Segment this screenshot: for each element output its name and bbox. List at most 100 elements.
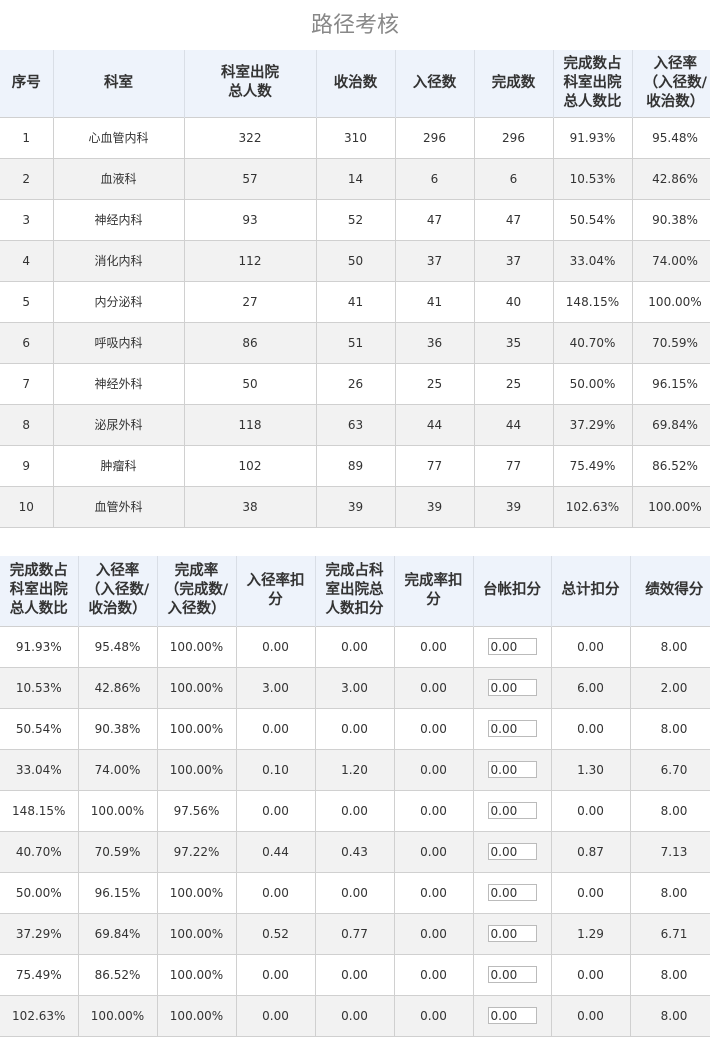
table2-header-cell: 完成率扣分	[393, 556, 473, 626]
table-cell: 0.00	[314, 994, 395, 1037]
table-cell: 52	[315, 198, 396, 241]
table-cell: 0.87	[550, 830, 631, 873]
table-cell: 25	[473, 362, 554, 405]
table-cell: 0.00	[314, 625, 395, 668]
table-row: 102.63%100.00%100.00%0.000.000.000.008.0…	[0, 994, 710, 1037]
table-cell: 0.00	[550, 994, 631, 1037]
table-cell: 10.53%	[552, 157, 633, 200]
table-cell: 0.43	[314, 830, 395, 873]
table-cell: 39	[394, 485, 475, 528]
table-cell: 69.84%	[77, 912, 158, 955]
table-cell: 3.00	[314, 666, 395, 709]
table2-header-cell: 绩效得分	[629, 556, 710, 626]
header-label: 收治数	[333, 74, 378, 91]
table-cell: 33.04%	[552, 239, 633, 282]
table-cell: 5	[0, 280, 54, 323]
header-label: 台帐扣分	[483, 582, 541, 599]
header-label: 总人数比	[563, 93, 622, 110]
ledger-deduction-input[interactable]	[487, 679, 537, 696]
table-cell: 6.00	[550, 666, 631, 709]
table-cell: 86.52%	[631, 444, 710, 487]
table-cell: 95.48%	[631, 116, 710, 159]
table-cell: 50	[183, 362, 317, 405]
ledger-deduction-input[interactable]	[487, 761, 537, 778]
ledger-deduction-input[interactable]	[487, 638, 537, 655]
table-cell: 3	[0, 198, 54, 241]
table-cell: 37.29%	[552, 403, 633, 446]
table-cell: 0.00	[314, 789, 395, 832]
table-cell: 322	[183, 116, 317, 159]
table-cell: 40.70%	[552, 321, 633, 364]
table-cell: 100.00%	[156, 871, 237, 914]
table-cell	[472, 666, 552, 709]
table-row: 5 内分泌科 27 41 41 40 148.15% 100.00%	[0, 280, 710, 323]
table-cell: 40.70%	[0, 830, 79, 873]
pathway-table-1: 序号 科室 科室出院 总人数 收治数 入径数 完成数 完成数占 科室出院 总人数比 入径率 （入径数/…	[0, 50, 710, 528]
table-cell: 内分泌科	[52, 280, 185, 323]
table-cell: 2.00	[629, 666, 710, 709]
table-cell: 70.59%	[77, 830, 158, 873]
table-row: 1 心血管内科 322 310 296 296 91.93% 95.48%	[0, 116, 710, 159]
table-cell: 6	[0, 321, 54, 364]
table-cell: 0.00	[235, 953, 316, 996]
table-cell: 0.00	[393, 830, 474, 873]
table-cell: 77	[473, 444, 554, 487]
table2-header-cell: 台帐扣分	[472, 556, 551, 626]
table-cell: 77	[394, 444, 475, 487]
ledger-deduction-input[interactable]	[487, 966, 537, 983]
header-label: 入径率扣	[246, 572, 305, 589]
table-row: 50.54%90.38%100.00%0.000.000.000.008.00	[0, 707, 710, 750]
table-cell: 100.00%	[156, 994, 237, 1037]
table-cell: 95.48%	[77, 625, 158, 668]
ledger-deduction-input[interactable]	[487, 802, 537, 819]
header-label: 绩效得分	[645, 582, 704, 599]
table-cell: 100.00%	[631, 280, 710, 323]
header-label: 完成率扣	[404, 572, 463, 589]
ledger-deduction-input[interactable]	[487, 720, 537, 737]
table1-header-cell: 科室出院 总人数	[183, 50, 316, 117]
header-label: 科室出院	[563, 74, 622, 91]
table-cell: 100.00%	[156, 748, 237, 791]
table-cell: 1	[0, 116, 54, 159]
table-cell: 63	[315, 403, 396, 446]
table-cell: 0.00	[550, 707, 631, 750]
table-cell: 100.00%	[156, 707, 237, 750]
table1-header-cell: 科室	[52, 50, 184, 117]
table-cell	[472, 953, 552, 996]
table-cell: 27	[183, 280, 317, 323]
table-cell	[472, 625, 552, 668]
table-cell: 0.00	[393, 953, 474, 996]
table-cell: 148.15%	[552, 280, 633, 323]
table-cell: 100.00%	[156, 666, 237, 709]
ledger-deduction-input[interactable]	[487, 1007, 537, 1024]
table-cell: 100.00%	[77, 994, 158, 1037]
table-cell: 91.93%	[552, 116, 633, 159]
table-cell: 0.00	[550, 625, 631, 668]
table-cell: 6.71	[629, 912, 710, 955]
table-cell	[472, 912, 552, 955]
table-cell: 37.29%	[0, 912, 79, 955]
header-label: 科室	[104, 74, 133, 91]
table-row: 50.00%96.15%100.00%0.000.000.000.008.00	[0, 871, 710, 914]
table-cell: 75.49%	[0, 953, 79, 996]
header-label: 分	[426, 591, 441, 608]
table-cell: 41	[315, 280, 396, 323]
table-cell: 296	[473, 116, 554, 159]
table-cell: 89	[315, 444, 396, 487]
table-cell: 0.00	[235, 707, 316, 750]
table-cell: 肿瘤科	[52, 444, 185, 487]
ledger-deduction-input[interactable]	[487, 925, 537, 942]
table-cell: 0.52	[235, 912, 316, 955]
table1-header-cell: 入径率 （入径数/收治数）	[631, 50, 710, 117]
table2-header-cell: 完成率 （完成数/入径数）	[156, 556, 236, 626]
ledger-deduction-input[interactable]	[487, 884, 537, 901]
header-label: 总人数比	[9, 601, 68, 618]
table-cell: 57	[183, 157, 317, 200]
table-cell: 74.00%	[77, 748, 158, 791]
table-row: 10 血管外科 38 39 39 39 102.63% 100.00%	[0, 485, 710, 528]
table-cell: 8.00	[629, 707, 710, 750]
table-cell: 神经内科	[52, 198, 185, 241]
ledger-deduction-input[interactable]	[487, 843, 537, 860]
table-cell: 0.00	[393, 789, 474, 832]
table-cell: 44	[394, 403, 475, 446]
